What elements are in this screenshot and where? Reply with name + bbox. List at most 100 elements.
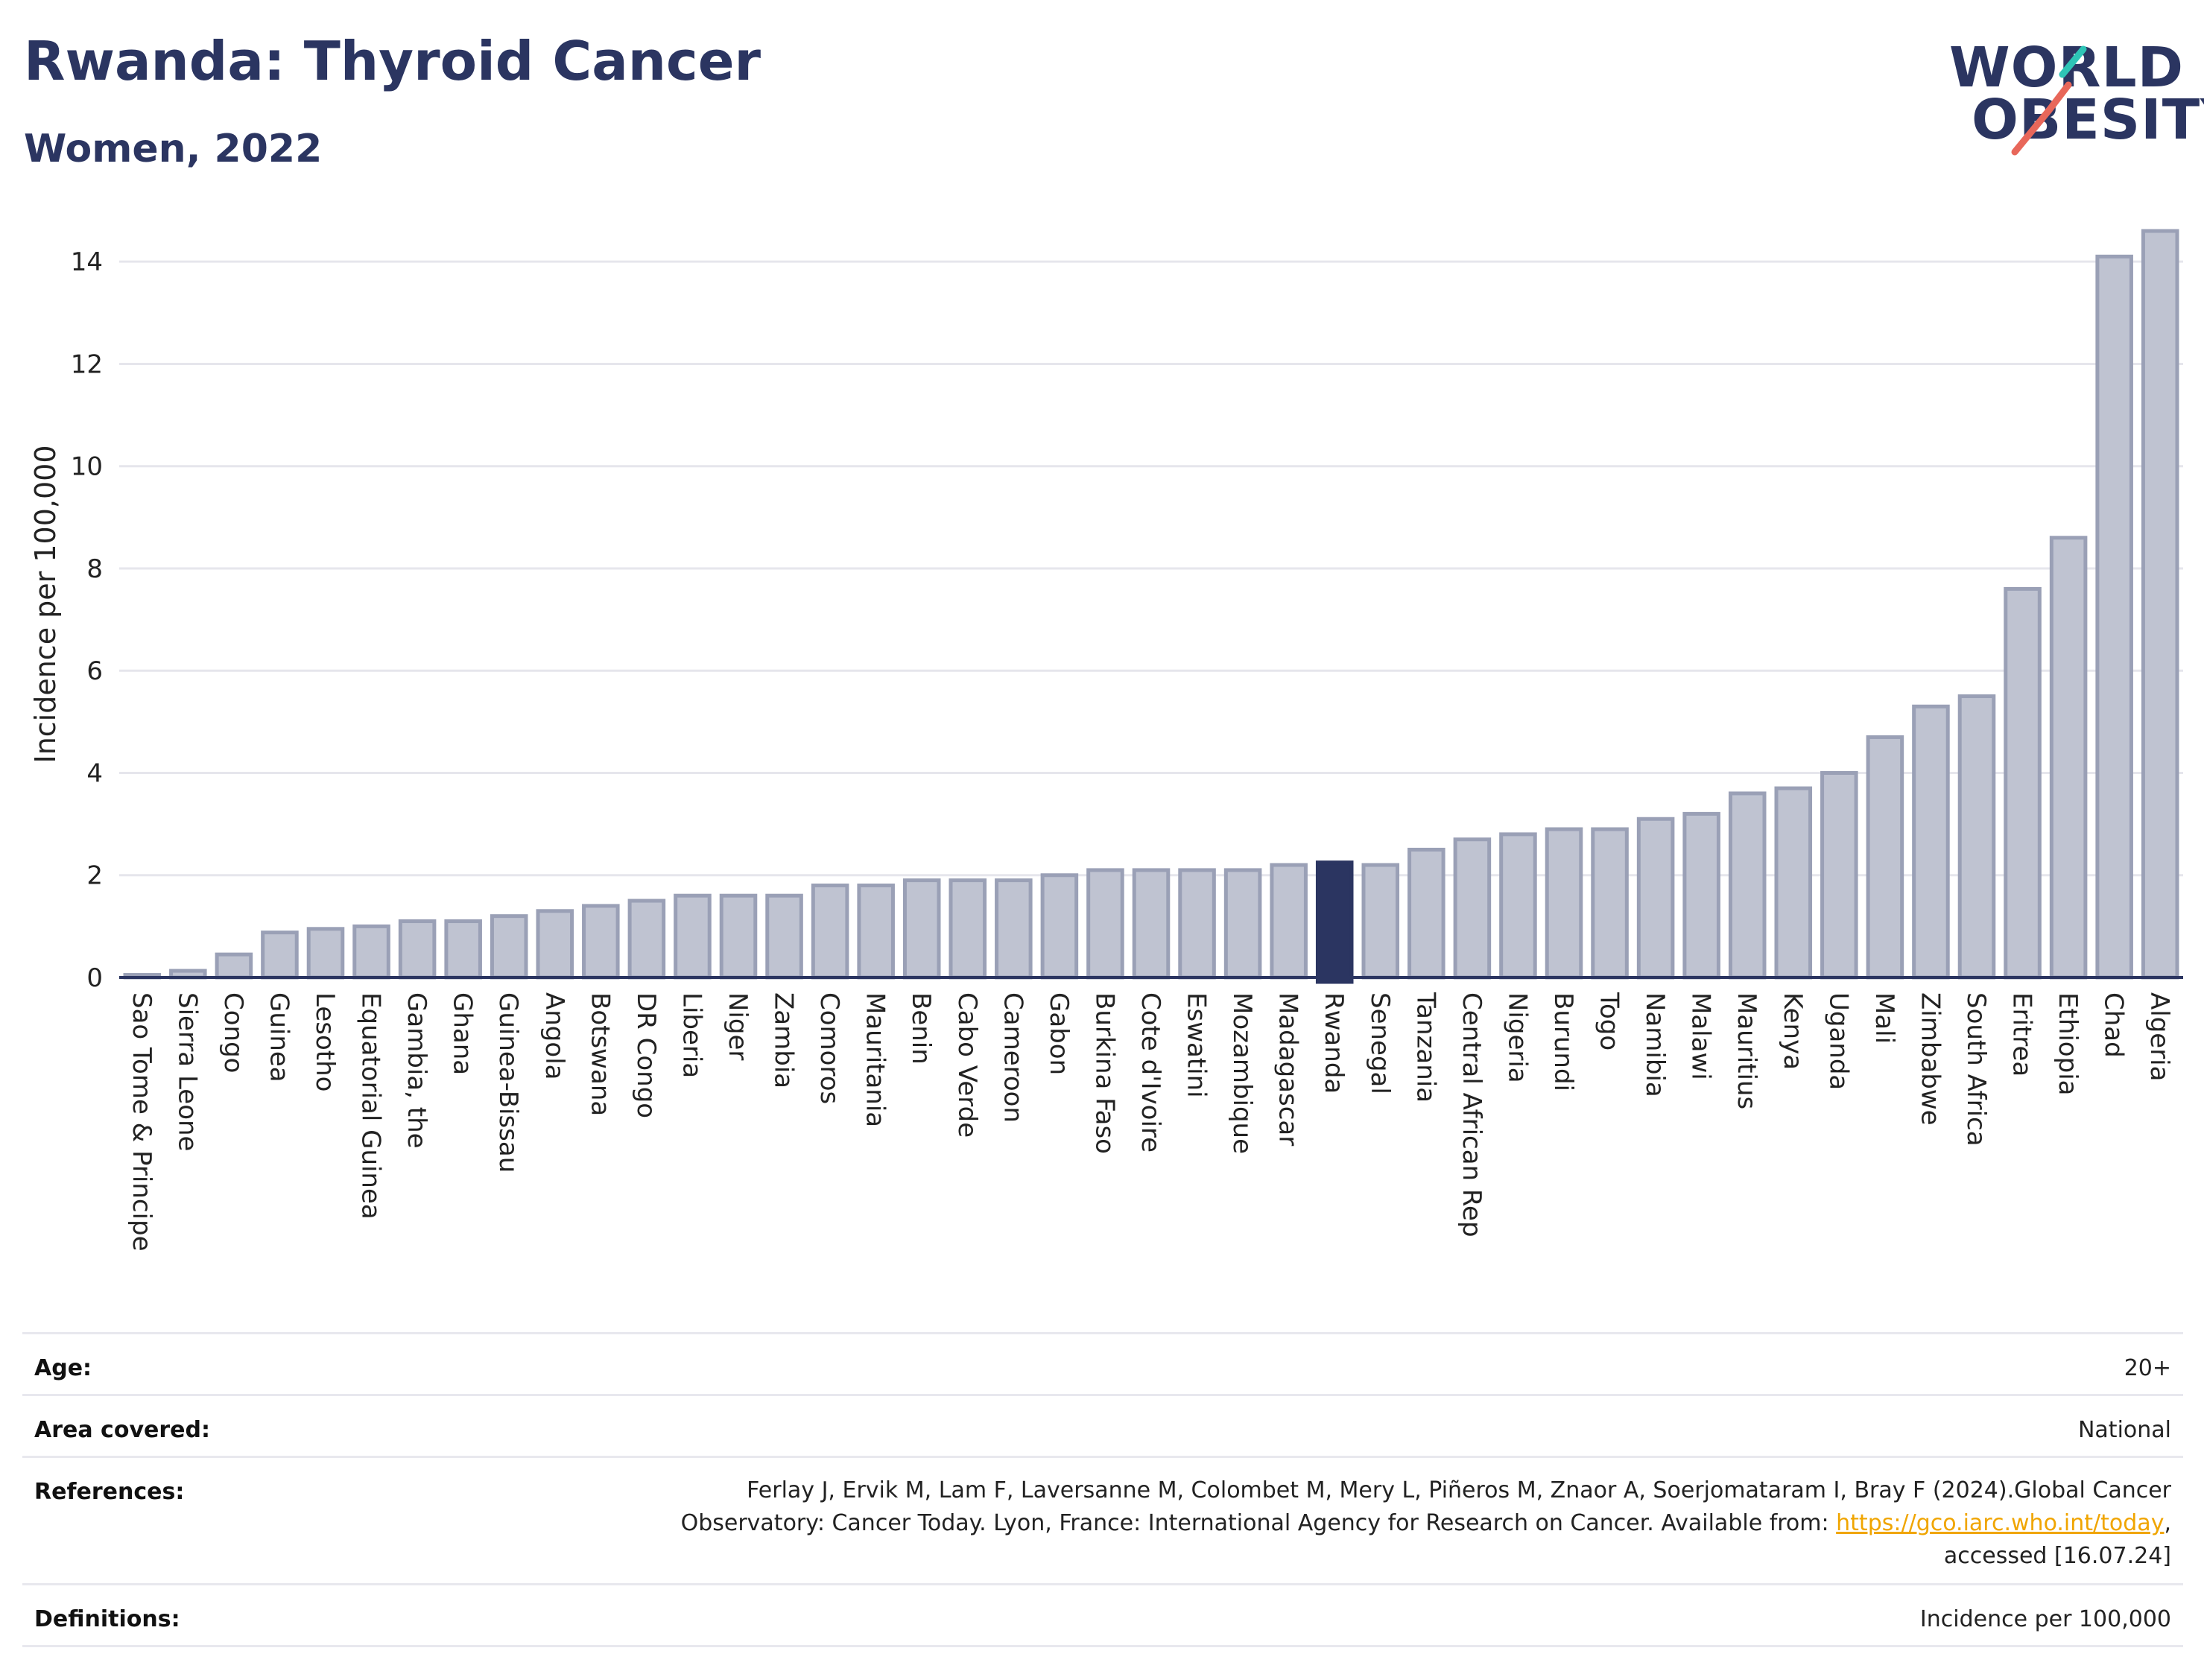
bar xyxy=(719,893,758,980)
y-tick-label: 6 xyxy=(86,656,103,686)
bar xyxy=(2141,229,2179,980)
bar xyxy=(1912,704,1950,980)
x-tick-label: Zimbabwe xyxy=(1915,992,1945,1126)
bar xyxy=(1636,817,1675,980)
bar xyxy=(1040,873,1079,980)
bar xyxy=(1682,811,1720,980)
x-tick-label: Niger xyxy=(723,992,753,1060)
y-tick-label: 14 xyxy=(71,247,103,277)
x-tick-label: Madagascar xyxy=(1273,992,1303,1146)
y-tick-label: 0 xyxy=(86,963,103,993)
x-tick-label: Central African Rep xyxy=(1457,992,1486,1237)
bar xyxy=(627,898,666,980)
bar xyxy=(2049,536,2088,980)
bar xyxy=(1545,827,1583,980)
x-tick-label: Algeria xyxy=(2144,992,2174,1081)
bar xyxy=(1728,791,1767,980)
x-tick-label: Angola xyxy=(539,992,569,1080)
x-tick-label: Uganda xyxy=(1823,992,1853,1090)
bar xyxy=(995,878,1033,980)
bar xyxy=(1866,735,1904,980)
bar xyxy=(1086,868,1124,980)
x-tick-label: Sierra Leone xyxy=(172,992,202,1151)
references-link[interactable]: https://gco.iarc.who.int/today xyxy=(1836,1510,2165,1536)
definitions-value: Incidence per 100,000 xyxy=(1919,1606,2171,1632)
age-value: 20+ xyxy=(2124,1355,2171,1381)
x-tick-label: Nigeria xyxy=(1502,992,1532,1083)
bar xyxy=(765,893,803,980)
x-tick-label: Lesotho xyxy=(310,992,340,1091)
page-subtitle: Women, 2022 xyxy=(24,127,323,171)
y-tick-label: 10 xyxy=(71,452,103,482)
bar xyxy=(490,914,528,980)
x-tick-label: Togo xyxy=(1595,992,1624,1050)
x-tick-label: Chad xyxy=(2099,992,2129,1058)
info-row-age: Age: 20+ xyxy=(22,1332,2183,1394)
references-text: Ferlay J, Ervik M, Lam F, Laversanne M, … xyxy=(680,1477,2171,1536)
x-tick-label: Sao Tome & Principe xyxy=(127,992,156,1252)
bar xyxy=(674,893,712,980)
x-tick-label: Mauritania xyxy=(861,992,890,1127)
x-tick-label: Guinea-Bissau xyxy=(493,992,523,1173)
x-tick-label: Rwanda xyxy=(1319,992,1349,1094)
x-tick-label: Eswatini xyxy=(1182,992,1212,1098)
x-tick-label: Guinea xyxy=(264,992,294,1083)
x-tick-label: Mauritius xyxy=(1732,992,1761,1109)
references-accessed: , accessed [16.07.24] xyxy=(1943,1510,2171,1569)
x-tick-label: Benin xyxy=(906,992,936,1065)
logo-slash-icon xyxy=(2011,45,2087,156)
y-tick-label: 2 xyxy=(86,861,103,891)
x-tick-label: Mozambique xyxy=(1227,992,1257,1154)
bar xyxy=(352,924,390,980)
x-tick-label: Cabo Verde xyxy=(952,992,982,1138)
x-tick-label: Gabon xyxy=(1044,992,1074,1075)
x-tick-label: Burkina Faso xyxy=(1089,992,1119,1154)
x-tick-label: DR Congo xyxy=(631,992,661,1118)
bar xyxy=(1270,863,1308,980)
bar-chart: 0 2 4 6 8 10 12 14 Incidence per 100,000 Sao Tome… xyxy=(29,229,2183,1252)
x-tick-label: Mali xyxy=(1869,992,1899,1044)
bar xyxy=(536,909,574,980)
bar xyxy=(1820,770,1858,980)
bar xyxy=(902,878,941,980)
x-tick-label: Liberia xyxy=(677,992,706,1078)
bar-highlight xyxy=(1315,860,1354,984)
x-tick-label: Burundi xyxy=(1548,992,1578,1091)
bar xyxy=(398,919,437,980)
info-table: Age: 20+ Area covered: National Referenc… xyxy=(22,1332,2183,1647)
bar xyxy=(1591,827,1629,980)
x-tick-label: South Africa xyxy=(1961,992,1991,1147)
bar xyxy=(1178,868,1216,980)
bar xyxy=(2095,254,2133,980)
bar xyxy=(215,952,253,980)
info-row-references: References: Ferlay J, Ervik M, Lam F, La… xyxy=(22,1456,2183,1583)
area-label: Area covered: xyxy=(34,1417,210,1443)
info-row-area: Area covered: National xyxy=(22,1394,2183,1456)
area-value: National xyxy=(2077,1417,2171,1443)
references-value: Ferlay J, Ervik M, Lam F, Laversanne M, … xyxy=(636,1474,2171,1573)
y-tick-label: 12 xyxy=(71,349,103,379)
bar xyxy=(1361,863,1400,980)
bar xyxy=(444,919,482,980)
x-tick-label: Namibia xyxy=(1640,992,1670,1097)
x-tick-label: Senegal xyxy=(1365,992,1395,1094)
x-tick-label: Eritrea xyxy=(2007,992,2037,1077)
x-tick-label: Zambia xyxy=(769,992,799,1088)
bar xyxy=(1407,847,1445,980)
x-tick-label: Cote d'Ivoire xyxy=(1136,992,1165,1153)
references-label: References: xyxy=(34,1479,185,1505)
x-tick-label: Comoros xyxy=(814,992,844,1104)
bar xyxy=(306,927,345,980)
x-tick-label: Kenya xyxy=(1778,992,1808,1070)
x-tick-label: Botswana xyxy=(585,992,615,1116)
bar xyxy=(1499,832,1537,980)
bar xyxy=(2004,586,2042,980)
x-tick-label: Ethiopia xyxy=(2053,992,2083,1095)
bar xyxy=(261,931,299,980)
y-axis-label: Incidence per 100,000 xyxy=(29,445,62,763)
y-tick-label: 8 xyxy=(86,554,103,584)
x-tick-label: Cameroon xyxy=(998,992,1027,1123)
bar xyxy=(582,904,620,980)
bar xyxy=(1957,694,1996,980)
bar xyxy=(949,878,987,980)
